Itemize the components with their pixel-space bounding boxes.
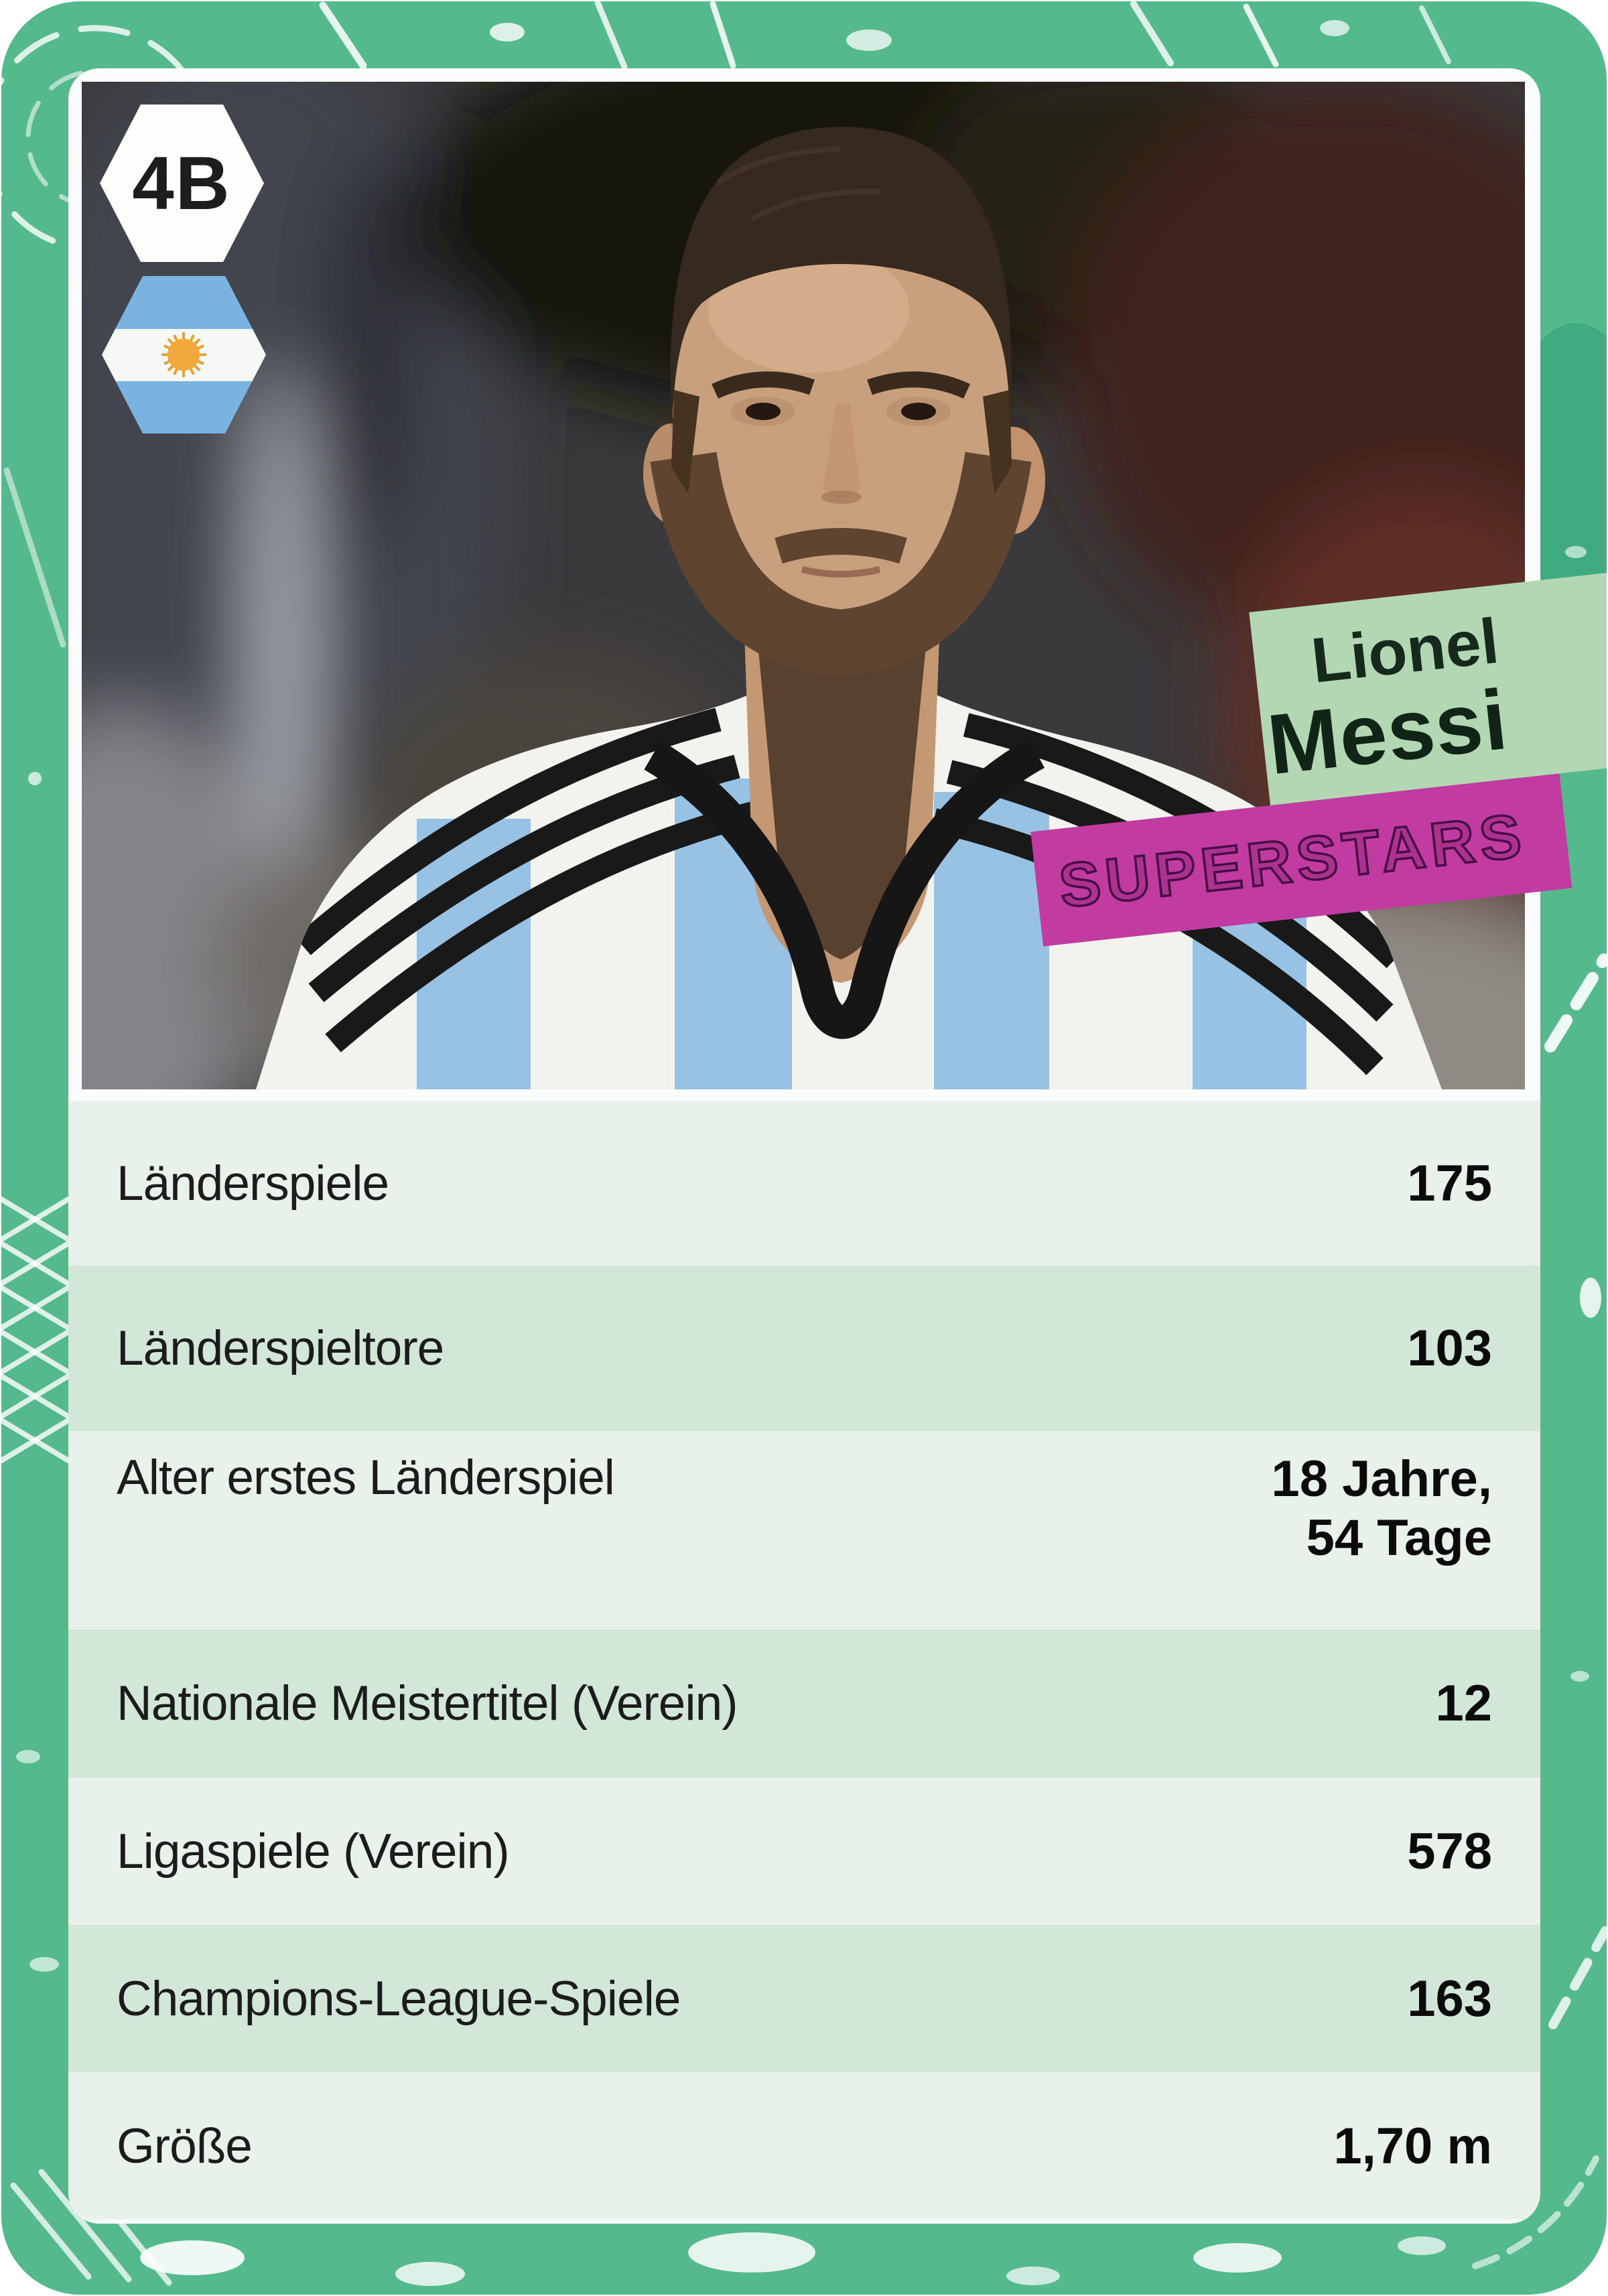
stat-label: Ligaspiele (Verein) — [117, 1824, 510, 1879]
stat-value-line: 54 Tage — [1306, 1509, 1492, 1567]
stats-table: Länderspiele 175 Länderspieltore 103 Alt… — [68, 1101, 1540, 2220]
card-index-badge: 4B — [100, 105, 264, 262]
stat-label: Alter erstes Länderspiel — [117, 1450, 615, 1505]
stat-label: Champions-League-Spiele — [117, 1971, 681, 2026]
argentina-flag-icon — [102, 276, 266, 433]
stat-value: 18 Jahre, 54 Tage — [1271, 1450, 1492, 1568]
stat-row: Ligaspiele (Verein) 578 — [68, 1777, 1540, 1925]
stat-value: 175 — [1407, 1154, 1492, 1212]
stat-row: Länderspiele 175 — [68, 1101, 1540, 1266]
stat-value: 578 — [1407, 1822, 1492, 1880]
stat-label: Länderspiele — [117, 1156, 389, 1211]
player-photo — [82, 82, 1525, 1089]
stat-value: 163 — [1407, 1970, 1492, 2027]
stat-label: Länderspieltore — [117, 1321, 444, 1375]
stat-row: Alter erstes Länderspiel 18 Jahre, 54 Ta… — [68, 1431, 1540, 1629]
card-index-text: 4B — [132, 141, 230, 225]
card-inner: 4B — [68, 68, 1540, 2224]
stat-label: Nationale Meistertitel (Verein) — [117, 1676, 738, 1731]
stat-value: 103 — [1407, 1320, 1492, 1377]
stat-row: Nationale Meistertitel (Verein) 12 — [68, 1629, 1540, 1777]
stat-label: Größe — [117, 2118, 253, 2173]
stat-value: 12 — [1435, 1675, 1492, 1732]
stat-row: Größe 1,70 m — [68, 2072, 1540, 2220]
stat-row: Länderspieltore 103 — [68, 1266, 1540, 1431]
player-name-label: Lionel Messi — [1249, 573, 1607, 806]
stat-value: 1,70 m — [1333, 2117, 1492, 2175]
player-photo-illustration — [82, 82, 1525, 1089]
stat-row: Champions-League-Spiele 163 — [68, 1925, 1540, 2072]
stat-value-line: 18 Jahre, — [1271, 1450, 1492, 1507]
